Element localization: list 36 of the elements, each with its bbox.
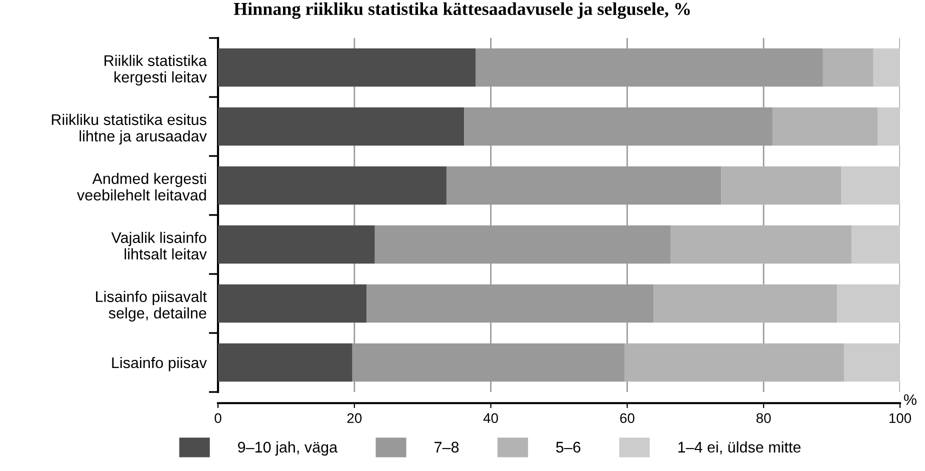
bar (218, 107, 464, 146)
y-tick-label: Riikliku statistika esitus lihtne ja arusaadav (52, 114, 207, 145)
bar (721, 166, 842, 205)
bar (218, 225, 375, 264)
y-tick-label: Andmed kergesti veebilehelt leitavad (77, 172, 206, 201)
bar (218, 166, 446, 205)
x-tick-label: 60 (620, 413, 634, 424)
bar (218, 48, 476, 87)
bar (844, 343, 900, 382)
bar (218, 343, 352, 382)
bar (837, 284, 900, 323)
legend-label: 5–6 (556, 442, 580, 453)
bar (670, 225, 852, 264)
legend-label: 9–10 jah, väga (238, 441, 338, 456)
y-tick-label: Riiklik statistika kergesti leitav (104, 54, 207, 86)
x-tick-label: 100 (889, 413, 912, 424)
bar (841, 166, 900, 205)
legend-label: 1–4 ei, üldse mitte (678, 441, 801, 454)
x-axis-title: % (904, 394, 916, 405)
y-tick-label: Lisainfo piisavalt selge, detailne (96, 290, 207, 322)
x-tick-label: 80 (756, 413, 771, 424)
chart-title: Hinnang riikliku statistika kättesaadavusele ja selgusele, % (234, 2, 690, 19)
bar (877, 107, 900, 146)
legend-label: 7–8 (434, 442, 459, 453)
bar (852, 225, 900, 264)
y-tick-label: Lisainfo piisav (112, 356, 207, 372)
x-tick-label: 40 (483, 413, 498, 424)
bar (624, 343, 844, 382)
bar (218, 284, 367, 323)
bar (772, 107, 878, 146)
y-tick-label: Vajalik lisainfo lihtsalt leitav (111, 232, 207, 260)
bar (654, 284, 838, 323)
x-tick-label: 0 (214, 413, 222, 424)
bar (873, 48, 900, 87)
bar (822, 48, 874, 87)
x-tick-label: 20 (347, 413, 362, 424)
